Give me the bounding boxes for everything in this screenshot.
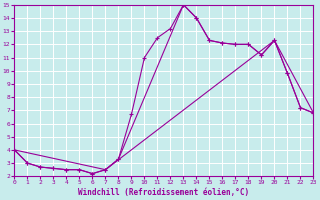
X-axis label: Windchill (Refroidissement éolien,°C): Windchill (Refroidissement éolien,°C) — [78, 188, 250, 197]
